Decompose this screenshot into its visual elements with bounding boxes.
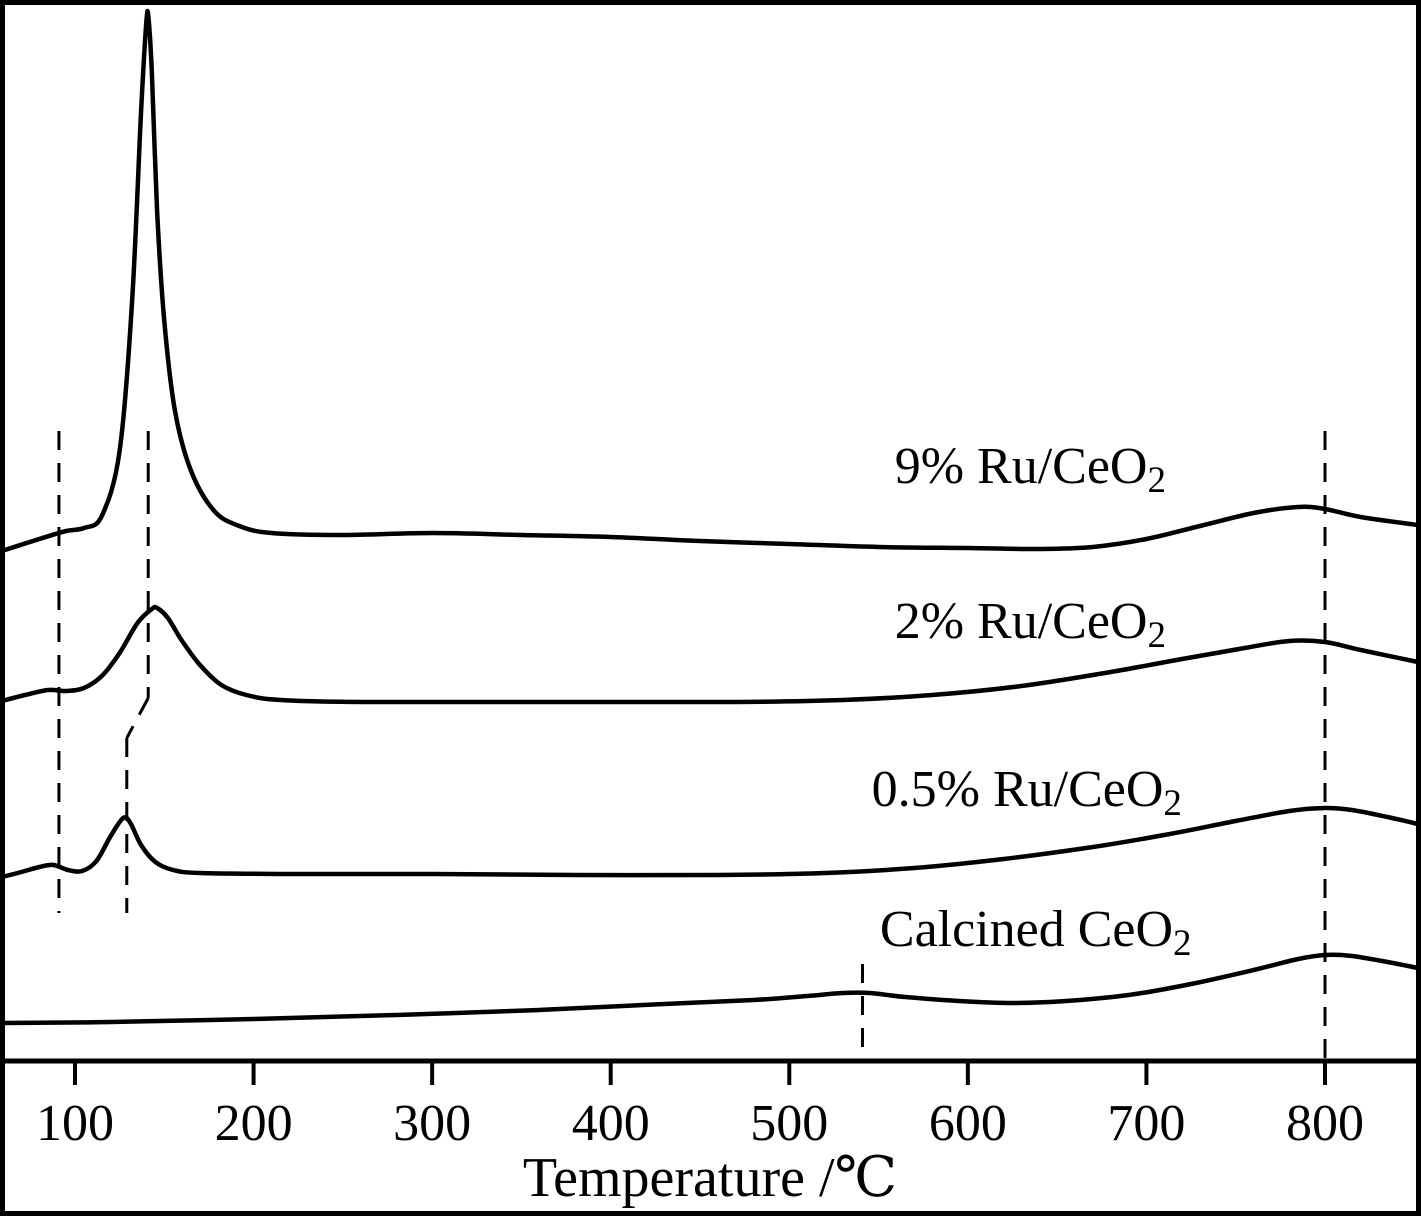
x-tick-label: 200 — [215, 1095, 293, 1152]
series-label-2-ru-ceo2: 2% Ru/CeO2 — [895, 593, 1166, 656]
x-tick-label: 400 — [572, 1095, 650, 1152]
series-label-05-ru-ceo2: 0.5% Ru/CeO2 — [872, 761, 1182, 824]
series-label-calcined-ceo2: Calcined CeO2 — [880, 901, 1192, 964]
x-axis-title: Temperature /℃ — [523, 1147, 897, 1209]
series-curve-05-ru-ceo2 — [0, 805, 1421, 880]
x-tick-label: 300 — [393, 1095, 471, 1152]
x-tick-label: 100 — [36, 1095, 114, 1152]
dashed-guide-guide-shift — [125, 697, 150, 739]
x-tick-label: 700 — [1107, 1095, 1185, 1152]
series-curve-calcined-ceo2 — [0, 952, 1421, 1026]
x-tick-label: 800 — [1286, 1095, 1364, 1152]
series-curve-2-ru-ceo2 — [0, 604, 1421, 705]
x-tick-label: 500 — [750, 1095, 828, 1152]
series-label-9-ru-ceo2: 9% Ru/CeO2 — [895, 438, 1166, 501]
x-tick-label: 600 — [929, 1095, 1007, 1152]
series-curve-9-ru-ceo2 — [0, 8, 1421, 554]
